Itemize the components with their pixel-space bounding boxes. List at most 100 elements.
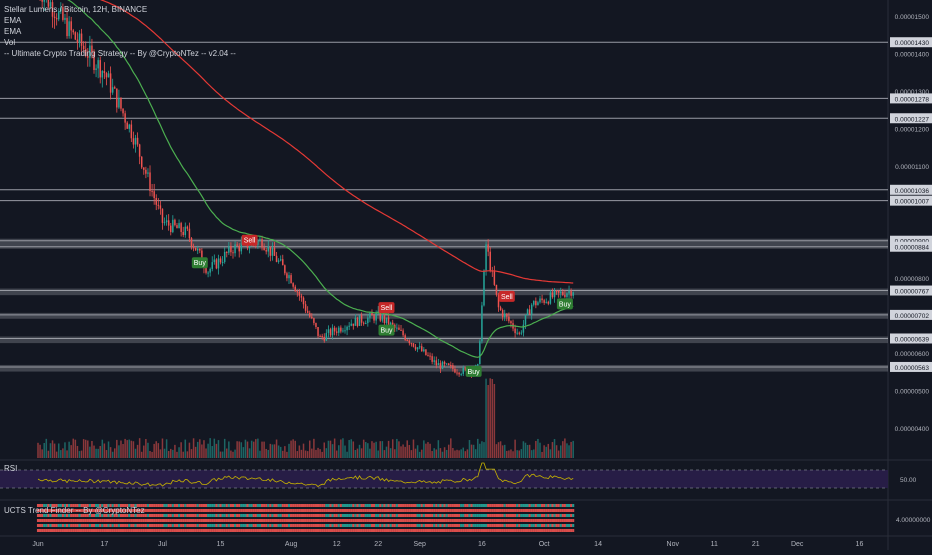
volume-bar xyxy=(321,451,323,458)
trend-cell xyxy=(279,504,282,507)
trend-cell xyxy=(244,524,247,527)
trend-cell xyxy=(418,519,421,522)
buy-signal[interactable]: Buy xyxy=(191,257,208,269)
trend-cell xyxy=(236,509,239,512)
trend-cell xyxy=(103,524,106,527)
volume-bar xyxy=(514,439,516,458)
symbol-line[interactable]: Stellar Lumens / Bitcoin, 12H, BINANCE xyxy=(4,5,148,14)
trend-cell xyxy=(470,529,473,532)
trend-cell xyxy=(462,514,465,517)
volume-bar xyxy=(199,439,201,458)
trend-cell xyxy=(489,504,492,507)
candle-body xyxy=(499,307,502,311)
candle-body xyxy=(64,17,66,20)
trend-cell xyxy=(509,504,513,507)
trend-cell xyxy=(296,524,299,527)
volume-bar xyxy=(41,449,43,458)
trend-cell xyxy=(466,529,469,532)
trend-cell xyxy=(499,509,502,512)
volume-bar xyxy=(327,440,330,458)
trend-cell xyxy=(555,504,558,507)
indicator-vol[interactable]: Vol xyxy=(4,38,16,47)
trend-cell xyxy=(410,509,413,512)
candle-body xyxy=(367,317,369,324)
trend-cell xyxy=(209,509,212,512)
volume-bar xyxy=(190,449,193,458)
sell-signal[interactable]: Sell xyxy=(498,290,515,302)
trend-cell xyxy=(173,504,176,507)
volume-bar xyxy=(421,449,423,458)
trend-cell xyxy=(356,524,359,527)
trend-cell xyxy=(487,529,490,532)
trend-cell xyxy=(136,529,139,532)
rsi-label[interactable]: RSI xyxy=(4,464,18,473)
trend-cell xyxy=(366,519,369,522)
trend-cell xyxy=(551,519,554,522)
candle-body xyxy=(60,7,62,12)
trend-cell xyxy=(327,514,330,517)
buy-signal[interactable]: Buy xyxy=(465,365,482,377)
trend-cell xyxy=(142,504,145,507)
trend-cell xyxy=(88,509,91,512)
candle-body xyxy=(406,339,408,341)
candle-body xyxy=(174,219,176,226)
trend-cell xyxy=(314,519,318,522)
volume-bar xyxy=(562,441,564,458)
trend-cell xyxy=(343,514,347,517)
indicator-ema-slow[interactable]: EMA xyxy=(4,27,22,36)
trend-cell xyxy=(408,524,411,527)
buy-signal[interactable]: Buy xyxy=(556,298,573,310)
trend-cell xyxy=(480,514,483,517)
signal-badge xyxy=(191,257,208,269)
price-axis-tick: 0.00000563 xyxy=(895,365,930,372)
trend-cell xyxy=(547,509,550,512)
trend-cell xyxy=(410,514,413,517)
candle-body xyxy=(120,97,122,109)
volume-bar xyxy=(470,444,473,458)
trend-cell xyxy=(88,504,91,507)
trend-cell xyxy=(358,529,361,532)
trend-cell xyxy=(148,524,152,527)
volume-bar xyxy=(57,443,60,458)
trend-cell xyxy=(43,519,46,522)
indicator-strategy[interactable]: -- Ultimate Crypto Trading Strategy -- B… xyxy=(4,49,236,58)
trend-cell xyxy=(524,524,527,527)
trend-cell xyxy=(547,519,550,522)
volume-bar xyxy=(232,451,234,458)
trend-cell xyxy=(260,504,264,507)
buy-signal[interactable]: Buy xyxy=(378,324,395,336)
trend-cell xyxy=(310,504,313,507)
trend-cell xyxy=(263,514,266,517)
trend-label[interactable]: UCTS Trend Finder -- By @CryptoNTez xyxy=(4,506,145,515)
volume-bar xyxy=(82,439,85,458)
trend-cell xyxy=(319,509,322,512)
trend-cell xyxy=(489,529,492,532)
trend-cell xyxy=(435,524,438,527)
volume-bar xyxy=(464,451,467,458)
trend-cell xyxy=(437,519,440,522)
price-axis-tick: 0.00001300 xyxy=(895,89,930,96)
trend-cell xyxy=(76,509,79,512)
sell-signal[interactable]: Sell xyxy=(241,234,258,246)
candle-body xyxy=(230,245,232,253)
trend-cell xyxy=(451,529,454,532)
candle-body xyxy=(331,327,334,336)
trend-cell xyxy=(246,509,249,512)
trend-cell xyxy=(213,509,216,512)
volume-bar xyxy=(362,439,365,458)
trend-cell xyxy=(370,509,374,512)
trend-cell xyxy=(341,514,344,517)
trend-cell xyxy=(447,519,450,522)
price-axis-tick: 0.00000800 xyxy=(895,276,930,283)
trend-cell xyxy=(495,529,498,532)
trend-cell xyxy=(472,524,475,527)
trend-cell xyxy=(341,529,344,532)
indicator-ema-fast[interactable]: EMA xyxy=(4,16,22,25)
trend-cell xyxy=(553,504,556,507)
trend-cell xyxy=(470,514,473,517)
volume-bar xyxy=(186,451,189,458)
trend-cell xyxy=(503,529,506,532)
trend-cell xyxy=(472,529,475,532)
sell-signal[interactable]: Sell xyxy=(378,302,395,314)
trend-cell xyxy=(194,519,197,522)
